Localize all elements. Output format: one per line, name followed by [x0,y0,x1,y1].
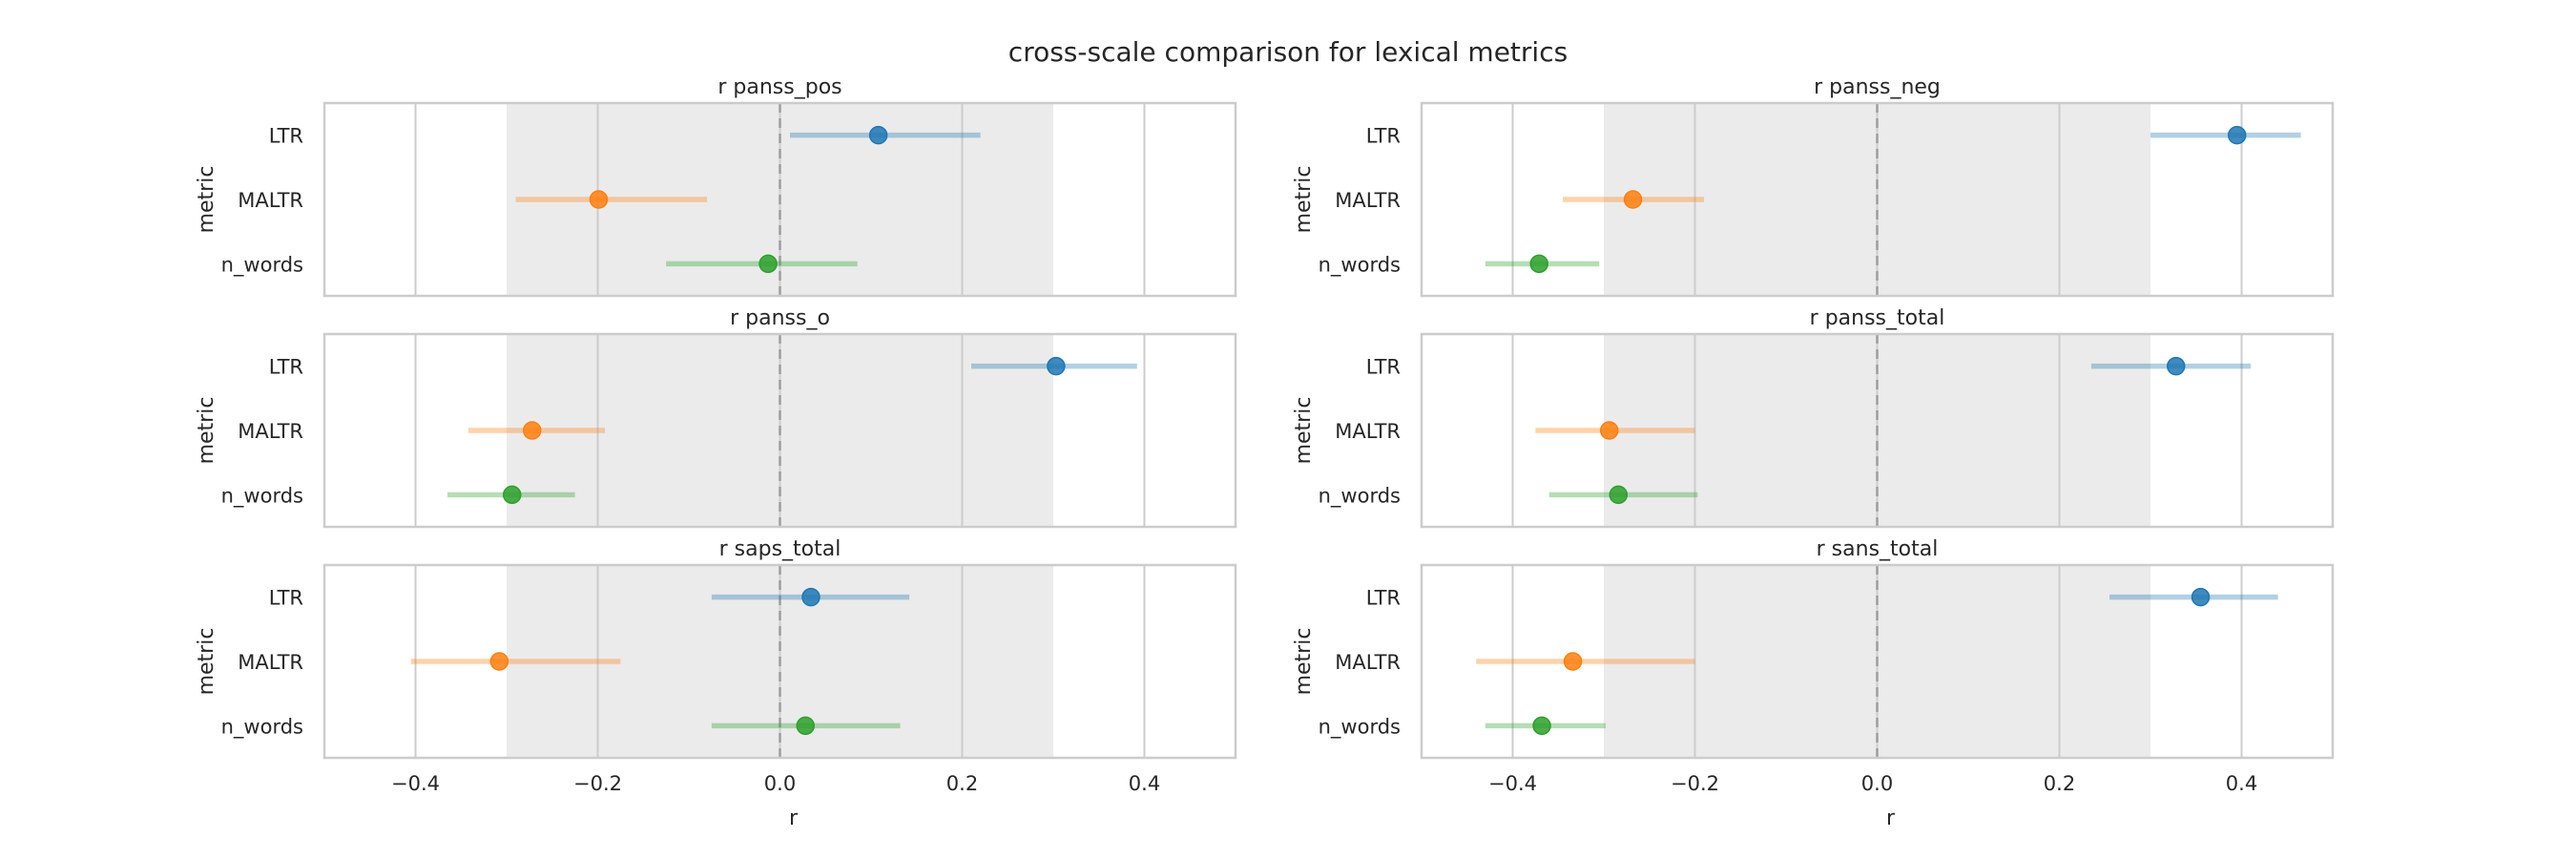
category-label: LTR [269,125,303,148]
x-tick-label: 0.2 [2044,772,2075,795]
x-tick-label: 0.4 [1129,772,1160,795]
axes-frame [1420,332,2335,529]
data-point [1623,190,1643,209]
category-label: n_words [221,715,303,739]
x-tick-label: −0.2 [1671,772,1719,795]
y-axis-label: metric [195,628,218,696]
axes-frame [1420,101,2335,298]
category-label: MALTR [238,189,303,212]
category-label: LTR [1366,125,1401,148]
y-axis-label: metric [1292,397,1316,465]
x-axis-label: r [789,807,799,830]
panel-title: r panss_pos [717,75,841,99]
data-point [489,652,509,671]
y-axis-label: metric [1292,628,1316,696]
category-label: LTR [269,587,303,610]
axes-frame [322,101,1237,298]
data-point [2166,356,2186,376]
category-label: n_words [221,253,303,277]
data-point [801,587,821,607]
category-label: MALTR [238,420,303,443]
x-tick-label: 0.2 [946,772,978,795]
category-label: MALTR [1335,420,1401,443]
category-label: MALTR [1335,189,1401,212]
axes-frame [322,332,1237,529]
data-point [1563,652,1583,671]
panel-title: r sans_total [1817,537,1939,561]
category-label: MALTR [238,651,303,674]
x-tick-label: 0.4 [2226,772,2257,795]
data-point [758,254,778,274]
x-tick-label: 0.0 [1861,772,1893,795]
figure-title: cross-scale comparison for lexical metri… [1008,36,1568,68]
x-axis-label: r [1886,807,1896,830]
data-point [2191,587,2211,607]
category-label: n_words [1319,253,1401,277]
data-point [1529,254,1548,274]
x-tick-label: −0.4 [1488,772,1537,795]
panel-title: r panss_o [730,306,830,330]
category-label: n_words [221,484,303,508]
category-label: LTR [1366,356,1401,379]
data-point [502,485,522,505]
data-point [796,716,815,736]
panel-title: r panss_total [1810,306,1945,330]
x-tick-label: −0.4 [391,772,440,795]
data-point [1609,485,1629,505]
category-label: n_words [1319,484,1401,508]
data-point [1047,356,1066,376]
y-axis-label: metric [1292,166,1316,234]
panel-title: r saps_total [719,537,841,561]
data-point [589,190,609,209]
category-label: LTR [269,356,303,379]
category-label: MALTR [1335,651,1401,674]
data-point [1599,421,1619,440]
x-tick-label: −0.2 [573,772,622,795]
y-axis-label: metric [195,166,218,234]
category-label: LTR [1366,587,1401,610]
y-axis-label: metric [195,397,218,465]
data-point [2227,125,2247,145]
panel-title: r panss_neg [1814,75,1941,99]
data-point [868,125,888,145]
axes-frame [322,563,1237,760]
axes-frame [1420,563,2335,760]
category-label: n_words [1319,715,1401,739]
data-point [522,421,542,440]
x-tick-label: 0.0 [764,772,796,795]
data-point [1532,716,1551,736]
